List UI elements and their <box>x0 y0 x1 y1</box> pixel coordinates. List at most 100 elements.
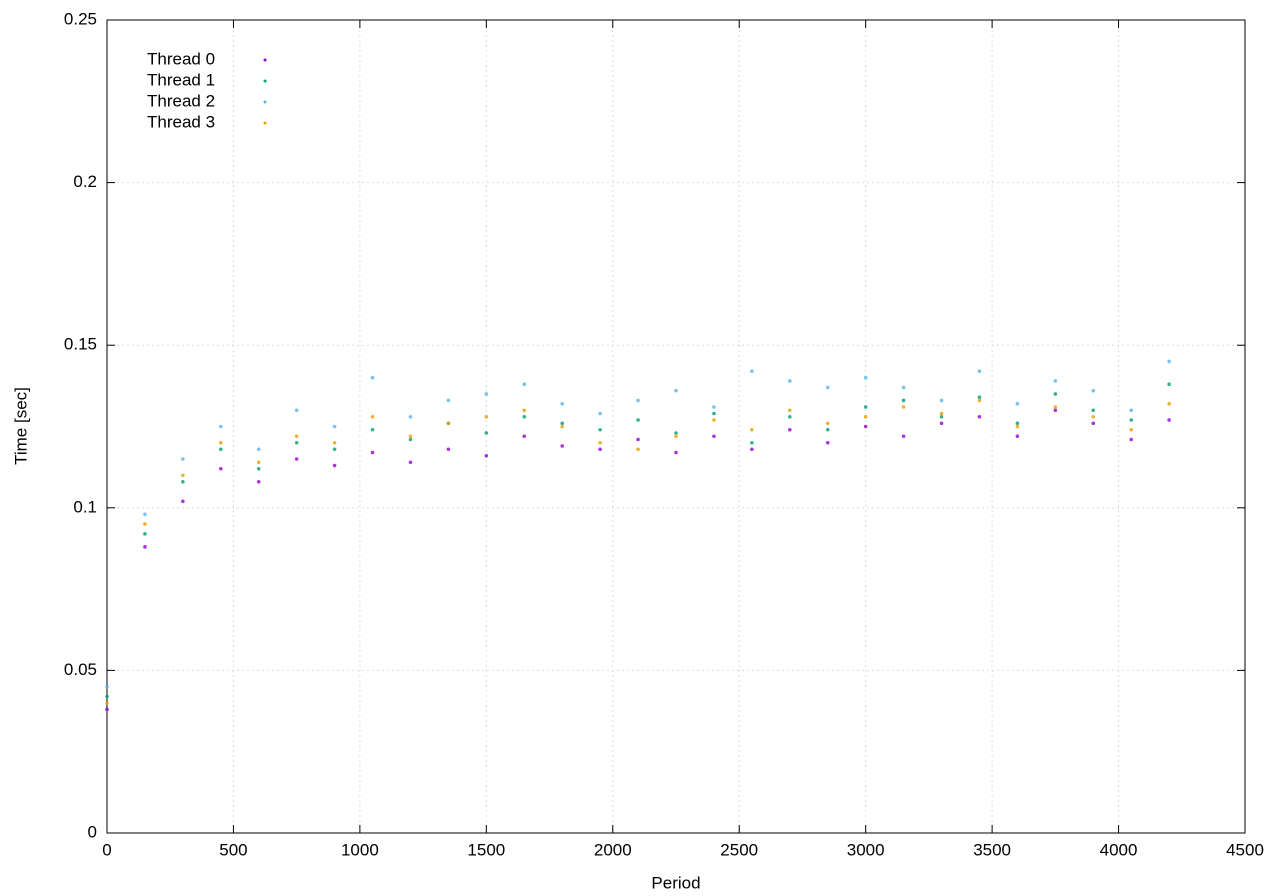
x-tick-label: 0 <box>102 840 111 859</box>
y-tick-label: 0.1 <box>73 497 97 516</box>
point <box>939 421 944 426</box>
point <box>825 427 830 432</box>
point <box>901 385 906 390</box>
point <box>977 414 982 419</box>
point <box>750 427 754 432</box>
point <box>370 414 375 419</box>
legend-marker <box>263 121 267 125</box>
x-tick-label: 2500 <box>720 840 758 859</box>
point <box>674 388 678 393</box>
point <box>825 421 830 426</box>
point <box>484 392 489 396</box>
point <box>219 440 223 445</box>
point <box>788 427 792 432</box>
point <box>598 411 602 416</box>
point <box>788 379 792 383</box>
point <box>939 398 944 403</box>
x-tick-label: 3500 <box>973 840 1011 859</box>
point <box>1053 392 1058 396</box>
point <box>332 463 337 468</box>
point <box>1091 414 1096 419</box>
point <box>256 479 261 484</box>
x-tick-label: 1500 <box>467 840 505 859</box>
point <box>1129 427 1133 432</box>
point <box>143 532 147 536</box>
point <box>712 411 716 416</box>
point <box>522 382 527 387</box>
point <box>105 684 109 689</box>
point <box>1015 434 1020 439</box>
point <box>901 398 906 403</box>
point <box>788 408 792 413</box>
point <box>750 369 754 374</box>
point <box>863 375 868 380</box>
point <box>446 421 451 426</box>
x-tick-label: 4500 <box>1226 840 1264 859</box>
point <box>294 457 299 461</box>
legend-label: Thread 2 <box>147 91 215 110</box>
point <box>1015 424 1020 429</box>
point <box>370 427 375 432</box>
point <box>105 701 109 705</box>
point <box>219 424 223 429</box>
point <box>484 414 489 419</box>
point <box>370 450 375 455</box>
point <box>105 707 109 712</box>
point <box>484 431 489 435</box>
point <box>256 466 261 471</box>
point <box>1091 408 1096 413</box>
point <box>1053 405 1058 409</box>
point <box>332 447 337 452</box>
legend-label: Thread 3 <box>147 112 215 131</box>
plot-frame <box>106 19 1246 834</box>
y-tick-label: 0.05 <box>64 660 97 679</box>
point <box>1091 421 1096 426</box>
point <box>863 405 868 409</box>
point <box>863 424 868 429</box>
point <box>712 405 716 409</box>
legend-marker <box>263 58 267 62</box>
y-axis-label: Time [sec] <box>11 387 30 465</box>
y-tick-label: 0.2 <box>73 172 97 191</box>
point <box>143 522 147 526</box>
point <box>598 447 602 452</box>
point <box>1091 388 1096 393</box>
point <box>939 414 944 419</box>
x-tick-label: 1000 <box>341 840 379 859</box>
x-tick-label: 3000 <box>847 840 885 859</box>
point <box>863 414 868 419</box>
point <box>1015 421 1020 426</box>
point <box>750 447 754 452</box>
point <box>1167 401 1171 406</box>
point <box>294 434 299 439</box>
y-tick-label: 0 <box>88 822 97 841</box>
point <box>901 405 906 409</box>
point <box>256 447 261 452</box>
point <box>256 460 261 465</box>
point <box>560 421 564 426</box>
point <box>143 512 147 517</box>
point <box>408 460 413 465</box>
point <box>977 395 982 400</box>
point <box>939 411 944 416</box>
x-tick-label: 500 <box>219 840 247 859</box>
point <box>1129 408 1133 413</box>
point <box>522 414 527 419</box>
point <box>636 398 640 403</box>
point <box>674 450 678 455</box>
point <box>446 447 451 452</box>
point <box>181 473 185 478</box>
point <box>484 453 489 458</box>
point <box>560 401 564 406</box>
point <box>332 440 337 445</box>
point <box>750 440 754 445</box>
point <box>181 479 185 484</box>
point <box>1053 379 1058 383</box>
point <box>674 434 678 439</box>
point <box>788 414 792 419</box>
legend-marker <box>263 100 267 104</box>
point <box>636 437 640 442</box>
x-axis-label: Period <box>651 873 700 892</box>
point <box>219 447 223 452</box>
